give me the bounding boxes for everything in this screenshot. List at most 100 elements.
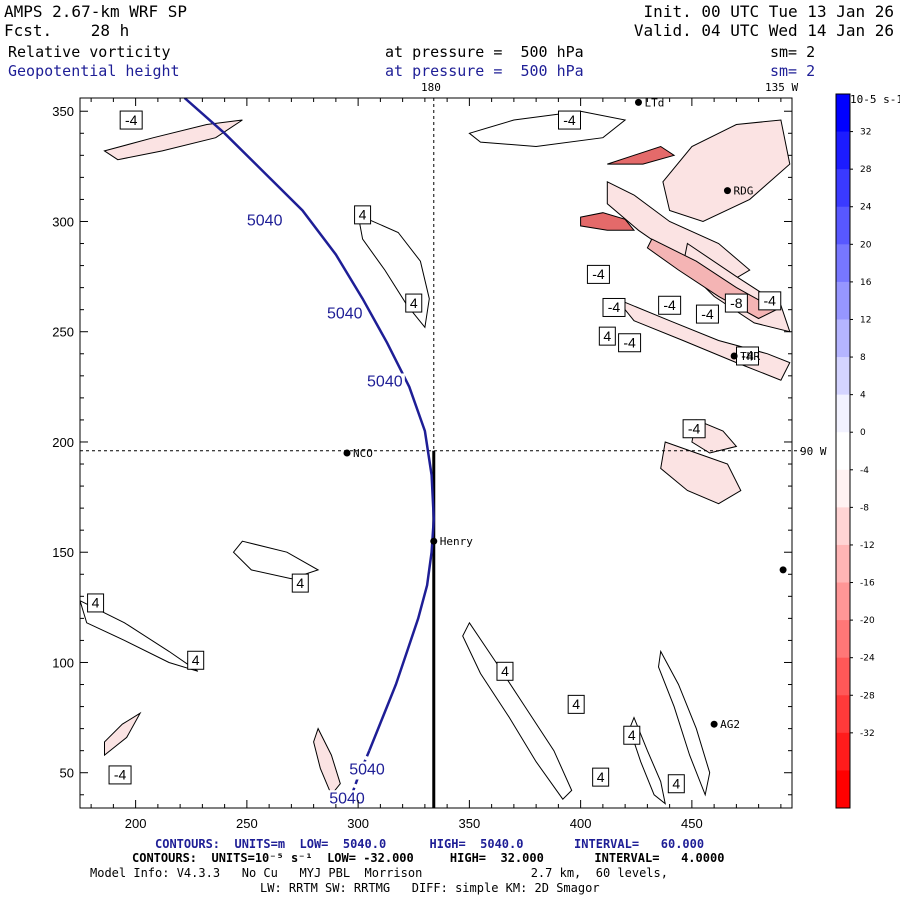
height-label-0: 5040 — [247, 213, 283, 230]
contour-label-17: 4 — [501, 663, 509, 679]
contour-label-box-18 — [567, 694, 585, 714]
station-label-rdg: RDG — [733, 185, 753, 198]
colorbar-tick-label-28: 28 — [860, 165, 872, 175]
field1-level: at pressure = 500 hPa — [385, 43, 584, 61]
x-tick-label-450: 450 — [681, 816, 703, 831]
station-label-henry: Henry — [440, 535, 473, 548]
contour-label-10: 4 — [603, 328, 611, 344]
neg-vorticity-region-0 — [103, 119, 243, 161]
height-label-bg-1 — [324, 305, 365, 324]
contour-label-box-3 — [405, 293, 423, 313]
pos-vorticity-contour-2 — [232, 540, 320, 580]
colorbar-tick-label--20: -20 — [860, 616, 875, 626]
x-tick-label-250: 250 — [236, 816, 258, 831]
colorbar-tick-label-8: 8 — [860, 353, 866, 363]
contour-label-6: -4 — [663, 297, 676, 313]
contour-label-15: 4 — [92, 595, 100, 611]
colorbar-tick-label-32: 32 — [860, 128, 871, 138]
colorbar-band-9 — [836, 432, 850, 471]
contour-label-box-2 — [354, 205, 372, 225]
contour-label-box-0 — [119, 110, 143, 130]
colorbar-band-17 — [836, 732, 850, 771]
contour-label-1: -4 — [563, 112, 576, 128]
x-tick-label-200: 200 — [125, 816, 147, 831]
negative-vorticity-fills — [103, 119, 791, 796]
pos-vorticity-contour-4 — [462, 621, 573, 800]
contour-label-3: 4 — [410, 295, 418, 311]
y-tick-label-150: 150 — [52, 545, 74, 560]
positive-vorticity-contours — [80, 110, 711, 805]
contour-label-box-21 — [667, 774, 685, 794]
footer-vort-low: CONTOURS: UNITS=10⁻⁵ s⁻¹ LOW= -32.000 — [132, 851, 414, 865]
colorbar-tick-label-4: 4 — [860, 391, 866, 401]
field2-sm: sm= 2 — [770, 62, 816, 80]
forecast-label: Fcst. 28 h — [4, 23, 129, 39]
height-label-bg-0 — [244, 212, 285, 231]
colorbar-band-3 — [836, 206, 850, 245]
lon-label-180: 180 — [421, 81, 441, 94]
colorbar-tick-label--12: -12 — [860, 541, 875, 551]
colorbar-band-7 — [836, 357, 850, 396]
x-tick-label-400: 400 — [570, 816, 592, 831]
colorbar-tick-label--8: -8 — [860, 503, 869, 513]
station-dot-rdg — [723, 187, 731, 195]
neg-vorticity-region-8 — [660, 441, 742, 505]
station-dot-thr — [730, 352, 738, 360]
plot-axes: 200 250 300 350 400 450 50 100 150 200 250 300 350 — [52, 97, 793, 831]
x-tick-label-300: 300 — [347, 816, 369, 831]
footer-model-info: Model Info: V4.3.3 No Cu MYJ PBL Morriso… — [90, 866, 668, 880]
fcst-label: Fcst. — [4, 21, 53, 40]
field2-level: at pressure = 500 hPa — [385, 62, 584, 80]
colorbar-tick-label--16: -16 — [860, 579, 875, 589]
colorbar-band-5 — [836, 281, 850, 320]
neg-vorticity-region-1 — [662, 119, 791, 223]
colorbar-band-0 — [836, 94, 850, 133]
station-dot-ag2 — [710, 720, 718, 728]
contour-label-box-10 — [598, 326, 616, 346]
model-title: AMPS 2.67-km WRF SP — [4, 2, 188, 21]
contour-label-22: -4 — [114, 767, 127, 783]
colorbar-unit: 10-5 s-1 — [850, 93, 900, 106]
height-label-bg-3 — [347, 761, 388, 780]
strong-vorticity-region-1 — [607, 145, 676, 165]
contour-label-0: -4 — [125, 112, 138, 128]
contour-label-box-15 — [87, 593, 105, 613]
station-label-thr: THR — [740, 350, 760, 363]
colorbar-band-12 — [836, 544, 850, 584]
y-tick-label-350: 350 — [52, 104, 74, 119]
stations: NCO Henry RDG THR AG2 LTd — [343, 96, 787, 731]
neg-vorticity-region-7 — [313, 727, 341, 796]
footer-height-interval: INTERVAL= 60.000 — [574, 837, 705, 851]
pos-vorticity-contour-3 — [80, 600, 199, 672]
pos-vorticity-contour-1 — [357, 214, 430, 329]
contour-label-11: -4 — [623, 334, 636, 350]
footer-physics-info: LW: RRTM SW: RRTMG DIFF: simple KM: 2D S… — [260, 881, 600, 895]
contour-label-box-11 — [618, 333, 642, 353]
y-tick-label-250: 250 — [52, 325, 74, 340]
colorbar-frame — [835, 93, 851, 809]
pos-vorticity-contour-0 — [468, 110, 627, 148]
footer-height-low: CONTOURS: UNITS=m LOW= 5040.0 — [155, 837, 387, 851]
contour-label-14: 4 — [296, 575, 304, 591]
contour-label-7: -4 — [701, 306, 714, 322]
y-tick-label-100: 100 — [52, 655, 74, 670]
colorbar-band-2 — [836, 169, 850, 208]
height-label-bg-2 — [364, 373, 405, 392]
colorbar-band-4 — [836, 244, 850, 283]
contour-label-5: -4 — [608, 299, 621, 315]
contour-label-box-20 — [592, 767, 610, 787]
contour-label-9: -4 — [764, 293, 777, 309]
station-dot-nco — [343, 449, 351, 457]
x-tick-label-350: 350 — [459, 816, 481, 831]
colorbar-band-11 — [836, 507, 850, 546]
contour-label-20: 4 — [597, 769, 605, 785]
colorbar-tick-label--4: -4 — [860, 466, 869, 476]
contour-label-16: 4 — [192, 652, 200, 668]
colorbar-band-1 — [836, 131, 850, 170]
contour-label-19: 4 — [628, 727, 636, 743]
station-dot-henry — [430, 537, 438, 545]
colorbar-band-18 — [836, 770, 850, 809]
y-tick-label-200: 200 — [52, 435, 74, 450]
contour-label-8: -8 — [730, 295, 743, 311]
